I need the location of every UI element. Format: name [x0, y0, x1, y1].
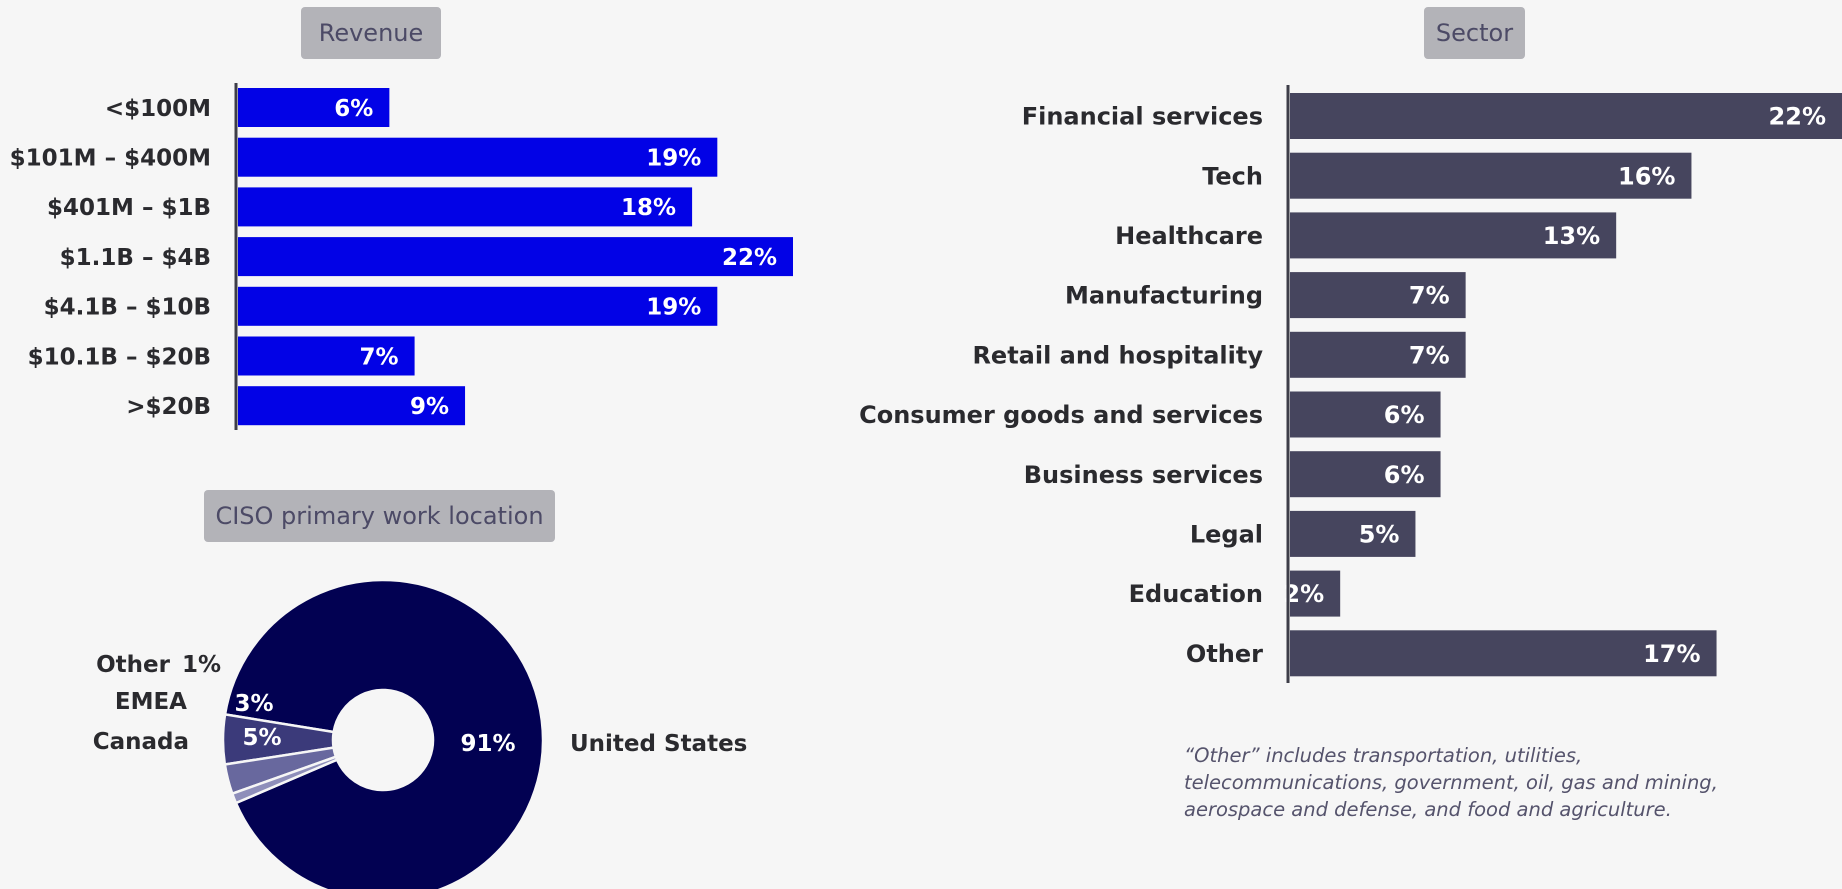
- revenue-bar: [238, 386, 466, 426]
- sector-value-label: 13%: [1543, 222, 1600, 250]
- sector-category-label: Retail and hospitality: [972, 341, 1263, 369]
- revenue-category-label: $4.1B – $10B: [44, 295, 211, 321]
- sector-category-label: Other: [1186, 640, 1263, 668]
- sector-value-label: 7%: [1409, 282, 1450, 310]
- revenue-bar: [238, 286, 718, 326]
- revenue-category-label: <$100M: [105, 96, 211, 122]
- sector-bar: [1290, 510, 1416, 557]
- revenue-value-label: 22%: [722, 245, 777, 271]
- pie-label-canada: Canada: [93, 729, 189, 755]
- sector-bar: [1290, 152, 1692, 199]
- revenue-chart-title: Revenue: [301, 7, 441, 59]
- sector-chart-title: Sector: [1424, 7, 1525, 59]
- revenue-value-label: 19%: [646, 295, 701, 321]
- pie-value-label-other: 1%: [182, 652, 221, 678]
- location-chart-title: CISO primary work location: [204, 490, 555, 542]
- revenue-category-label: $1.1B – $4B: [60, 245, 211, 271]
- sector-footnote: “Other” includes transportation, utiliti…: [1184, 744, 1718, 821]
- sector-value-label: 6%: [1384, 401, 1425, 429]
- sector-bar: [1290, 570, 1341, 617]
- sector-bar: [1290, 391, 1441, 438]
- pie-label-other: Other: [96, 652, 171, 678]
- revenue-category-label: $101M – $400M: [10, 145, 211, 171]
- revenue-bar: [238, 237, 793, 277]
- sector-bar: [1290, 451, 1441, 498]
- pie-slice-other: [230, 755, 339, 805]
- sector-bar: [1290, 212, 1617, 259]
- sector-value-label: 6%: [1384, 461, 1425, 489]
- pie-slice-united-states: [223, 578, 545, 889]
- sector-value-label: 7%: [1409, 341, 1450, 369]
- sector-bar: [1290, 93, 1842, 139]
- sector-category-label: Business services: [1024, 461, 1263, 489]
- sector-value-label: 2%: [1283, 580, 1324, 608]
- revenue-bar: [238, 137, 718, 177]
- pie-value-label-canada: 5%: [242, 725, 281, 751]
- revenue-value-label: 19%: [646, 145, 701, 171]
- revenue-category-label: >$20B: [126, 394, 211, 420]
- revenue-value-label: 6%: [334, 96, 373, 122]
- revenue-category-label: $401M – $1B: [47, 195, 211, 221]
- sector-bar: [1290, 272, 1466, 319]
- sector-category-label: Manufacturing: [1065, 282, 1263, 310]
- revenue-value-label: 7%: [360, 344, 399, 370]
- sector-category-label: Consumer goods and services: [859, 401, 1263, 429]
- revenue-bar: [238, 88, 390, 127]
- sector-category-label: Healthcare: [1115, 222, 1263, 250]
- revenue-category-label: $10.1B – $20B: [28, 344, 211, 370]
- sector-value-label: 5%: [1359, 521, 1400, 549]
- revenue-value-label: 18%: [621, 195, 676, 221]
- sector-value-label: 16%: [1618, 162, 1675, 190]
- sector-value-label: 22%: [1769, 103, 1826, 131]
- sector-category-label: Legal: [1190, 521, 1263, 549]
- sector-category-label: Education: [1129, 580, 1263, 608]
- revenue-bar: [238, 336, 415, 376]
- pie-label-emea: EMEA: [115, 689, 187, 715]
- pie-value-label-united-states: 91%: [460, 731, 515, 757]
- pie-value-label-emea: 3%: [234, 691, 273, 717]
- sector-bar: [1290, 331, 1466, 378]
- sector-value-label: 17%: [1643, 640, 1700, 668]
- revenue-value-label: 9%: [410, 394, 449, 420]
- sector-bar: [1290, 630, 1717, 677]
- revenue-bar: [238, 187, 693, 227]
- pie-label-united-states: United States: [570, 731, 747, 757]
- sector-category-label: Tech: [1202, 162, 1263, 190]
- sector-category-label: Financial services: [1022, 103, 1263, 131]
- pie-slice-canada: [221, 712, 336, 766]
